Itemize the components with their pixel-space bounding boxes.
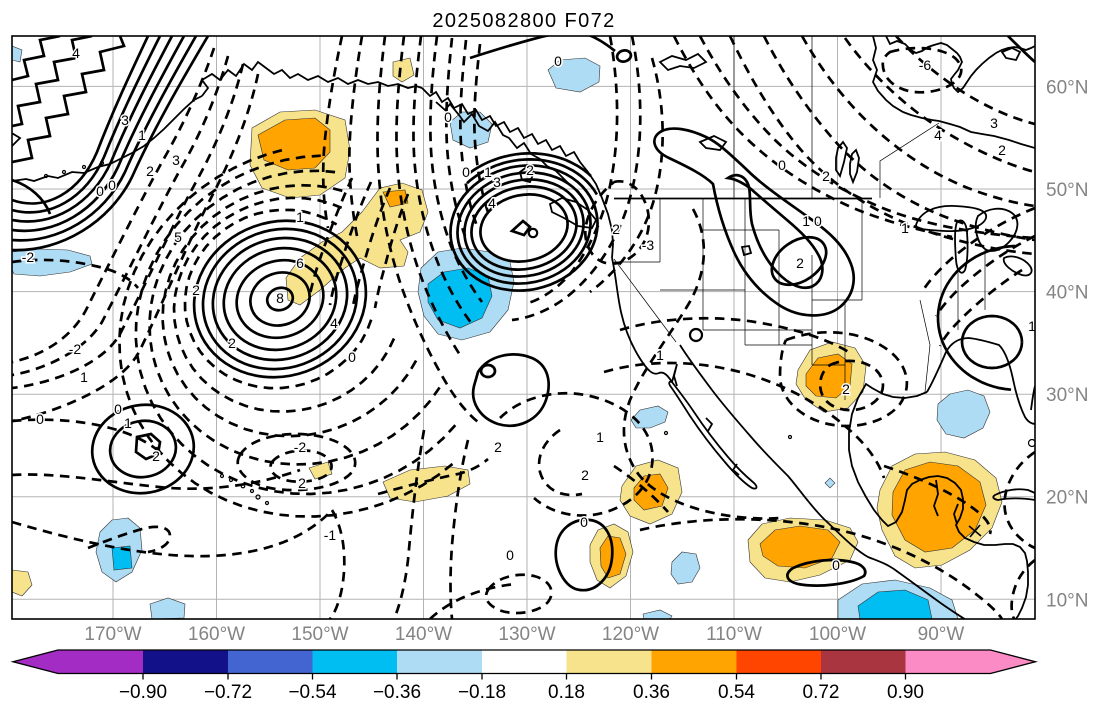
svg-text:3: 3 [990, 115, 998, 131]
svg-text:1: 1 [484, 164, 492, 180]
svg-text:4: 4 [330, 315, 338, 331]
svg-text:120°W: 120°W [602, 624, 659, 645]
svg-text:1 0: 1 0 [802, 213, 822, 229]
svg-text:50°N: 50°N [1046, 180, 1088, 201]
svg-text:3: 3 [121, 112, 129, 128]
svg-text:130°W: 130°W [498, 624, 555, 645]
svg-text:2: 2 [822, 168, 830, 184]
svg-text:0.72: 0.72 [803, 682, 840, 703]
svg-text:-2: -2 [69, 341, 82, 357]
svg-text:0: 0 [444, 109, 452, 125]
svg-text:2: 2 [612, 221, 620, 237]
svg-text:0: 0 [114, 401, 122, 417]
svg-text:100°W: 100°W [809, 624, 866, 645]
svg-text:0: 0 [778, 157, 786, 173]
svg-text:140°W: 140°W [395, 624, 452, 645]
svg-text:0.36: 0.36 [633, 682, 670, 703]
svg-text:6: 6 [296, 255, 304, 271]
svg-text:2025082800 F072: 2025082800 F072 [432, 10, 615, 32]
svg-text:110°W: 110°W [706, 624, 762, 645]
svg-text:-2: -2 [22, 249, 35, 265]
svg-text:0: 0 [108, 177, 116, 193]
svg-text:0: 0 [348, 349, 356, 365]
svg-text:3: 3 [172, 152, 180, 168]
svg-text:−0.54: −0.54 [288, 682, 337, 703]
svg-text:2: 2 [146, 163, 154, 179]
svg-text:1: 1 [596, 429, 604, 445]
svg-text:−0.36: −0.36 [373, 682, 421, 703]
svg-text:0: 0 [462, 164, 470, 180]
svg-text:0.54: 0.54 [718, 682, 755, 703]
svg-text:1: 1 [1028, 318, 1036, 334]
svg-text:170°W: 170°W [84, 624, 141, 645]
svg-text:-1: -1 [324, 527, 337, 543]
svg-text:2: 2 [228, 335, 236, 351]
svg-text:2: 2 [152, 448, 160, 464]
svg-text:2: 2 [842, 381, 850, 397]
svg-text:3: 3 [493, 174, 501, 190]
svg-text:30°N: 30°N [1046, 385, 1088, 406]
svg-text:2: 2 [581, 467, 589, 483]
svg-text:2: 2 [192, 282, 200, 298]
svg-text:0: 0 [506, 547, 514, 563]
svg-text:2: 2 [796, 255, 804, 271]
svg-text:0: 0 [36, 411, 44, 427]
svg-text:160°W: 160°W [188, 624, 245, 645]
svg-text:1: 1 [138, 127, 146, 143]
svg-text:−0.18: −0.18 [458, 682, 506, 703]
svg-text:1: 1 [124, 415, 132, 431]
svg-text:5: 5 [174, 229, 182, 245]
svg-text:−0.90: −0.90 [119, 682, 167, 703]
svg-text:−0.72: −0.72 [204, 682, 252, 703]
svg-text:2: 2 [494, 439, 502, 455]
svg-text:0: 0 [832, 557, 840, 573]
svg-text:0: 0 [554, 53, 562, 69]
svg-text:60°N: 60°N [1046, 77, 1088, 98]
svg-text:90°W: 90°W [918, 624, 965, 645]
svg-text:0: 0 [580, 514, 588, 530]
svg-text:1: 1 [296, 209, 304, 225]
svg-text:0: 0 [96, 183, 104, 199]
svg-text:150°W: 150°W [291, 624, 348, 645]
svg-text:-2: -2 [294, 439, 307, 455]
svg-text:4: 4 [934, 127, 942, 143]
svg-text:1: 1 [901, 220, 909, 236]
svg-text:1: 1 [656, 347, 664, 363]
svg-text:4: 4 [72, 45, 80, 61]
svg-text:-6: -6 [919, 57, 932, 73]
svg-text:2: 2 [998, 142, 1006, 158]
svg-text:1: 1 [80, 369, 88, 385]
svg-text:2: 2 [526, 162, 534, 178]
svg-text:0.90: 0.90 [887, 682, 924, 703]
svg-text:2: 2 [298, 475, 306, 491]
svg-text:0.18: 0.18 [548, 682, 585, 703]
svg-text:10°N: 10°N [1046, 590, 1088, 611]
svg-text:8: 8 [276, 290, 284, 306]
svg-text:40°N: 40°N [1046, 283, 1088, 304]
svg-text:4: 4 [488, 195, 496, 211]
svg-text:20°N: 20°N [1046, 488, 1088, 509]
svg-text:-3: -3 [642, 237, 655, 253]
